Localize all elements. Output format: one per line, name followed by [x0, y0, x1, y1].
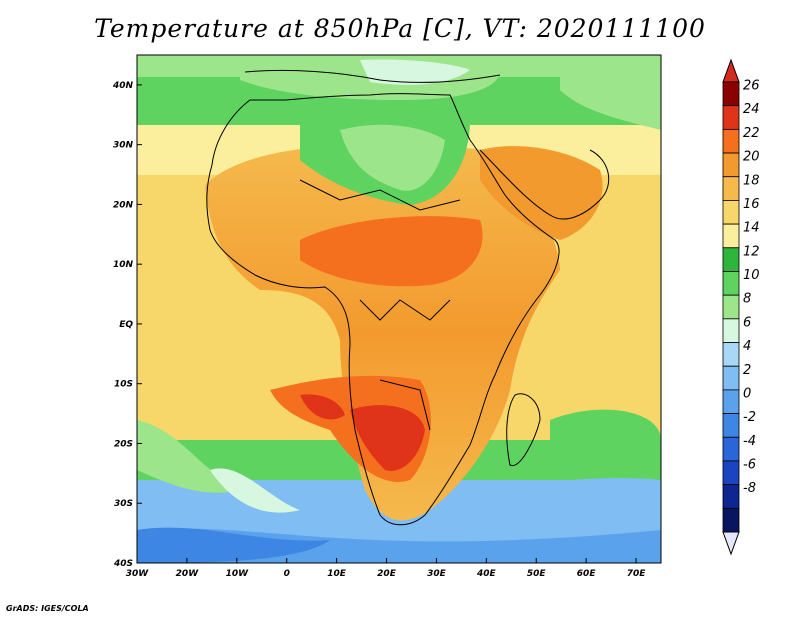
colorbar-segment — [722, 318, 740, 343]
colorbar-label: 2 — [743, 363, 751, 378]
colorbar-segment — [722, 365, 740, 391]
lon-tick-label: 30E — [427, 569, 447, 579]
colorbar-label: 12 — [743, 244, 760, 259]
lon-tick-label: 70E — [627, 569, 647, 579]
colorbar-label: 16 — [743, 197, 760, 212]
colorbar-segment — [722, 247, 740, 272]
colorbar-label: 18 — [743, 173, 760, 188]
colorbar-segment — [722, 128, 740, 154]
lon-tick-label: 0 — [284, 569, 290, 579]
colorbar-segment — [722, 436, 740, 462]
colorbar-segment — [722, 342, 740, 367]
temperature-field — [137, 55, 661, 563]
longitude-tick-labels: 30W 20W 10W 0 10E 20E 30E 40E 50E 60E 70E — [126, 558, 646, 579]
colorbar-label: 24 — [743, 102, 760, 117]
colorbar-label: 4 — [743, 339, 751, 354]
colorbar-label: 0 — [743, 386, 751, 401]
colorbar-segment — [722, 223, 740, 249]
colorbar-segment — [722, 152, 740, 178]
colorbar-segment — [722, 105, 740, 130]
colorbar-segment — [722, 413, 740, 438]
lat-tick-label: 40N — [112, 81, 134, 91]
lat-tick-label: 30S — [114, 499, 133, 509]
colorbar-segment — [722, 176, 740, 201]
lat-tick-label: EQ — [119, 320, 133, 330]
lat-tick-label: 10N — [113, 260, 134, 270]
lat-tick-label: 20N — [113, 200, 134, 210]
chart-title: Temperature at 850hPa [C], VT: 202011110… — [94, 14, 706, 43]
colorbar-segment — [722, 200, 740, 225]
colorbar-label: 26 — [743, 79, 760, 94]
colorbar-label: 10 — [743, 268, 760, 283]
colorbar-segment — [722, 484, 740, 509]
colorbar-under-arrow — [722, 531, 740, 556]
colorbar-over-arrow — [722, 58, 740, 83]
credit-text: GrADS: IGES/COLA — [6, 604, 89, 613]
colorbar-label: -2 — [743, 410, 756, 425]
lon-tick-label: 60E — [577, 569, 597, 579]
coastlines — [206, 69, 610, 526]
colorbar-label: 22 — [743, 126, 760, 141]
colorbar-segment — [722, 294, 740, 320]
colorbar-segment — [722, 271, 740, 296]
colorbar-label: -4 — [743, 434, 756, 449]
latitude-tick-labels: 40N 30N 20N 10N EQ 10S 20S 30S 40S — [112, 81, 142, 569]
colorbar-label: 6 — [743, 315, 751, 330]
lon-tick-label: 30W — [126, 569, 150, 579]
lat-tick-label: 20S — [114, 439, 133, 449]
colorbar-segment — [722, 389, 740, 414]
colorbar-segment — [722, 460, 740, 486]
lat-tick-label: 40S — [113, 559, 133, 569]
map-frame — [136, 54, 662, 564]
colorbar-segment — [722, 507, 740, 533]
lon-tick-label: 20E — [377, 569, 397, 579]
lat-tick-label: 30N — [113, 141, 134, 151]
lon-tick-label: 40E — [476, 569, 497, 579]
lon-tick-label: 10W — [226, 569, 250, 579]
colorbar-label: 20 — [743, 150, 760, 165]
lat-tick-label: 10S — [114, 380, 133, 390]
colorbar-label: 14 — [743, 221, 760, 236]
lon-tick-label: 50E — [527, 569, 547, 579]
lon-tick-label: 10E — [327, 569, 347, 579]
colorbar-label: -8 — [743, 481, 756, 496]
colorbar-segment — [722, 81, 740, 107]
lon-tick-label: 20W — [176, 569, 200, 579]
colorbar-label: -6 — [743, 458, 756, 473]
colorbar-label: 8 — [743, 292, 751, 307]
